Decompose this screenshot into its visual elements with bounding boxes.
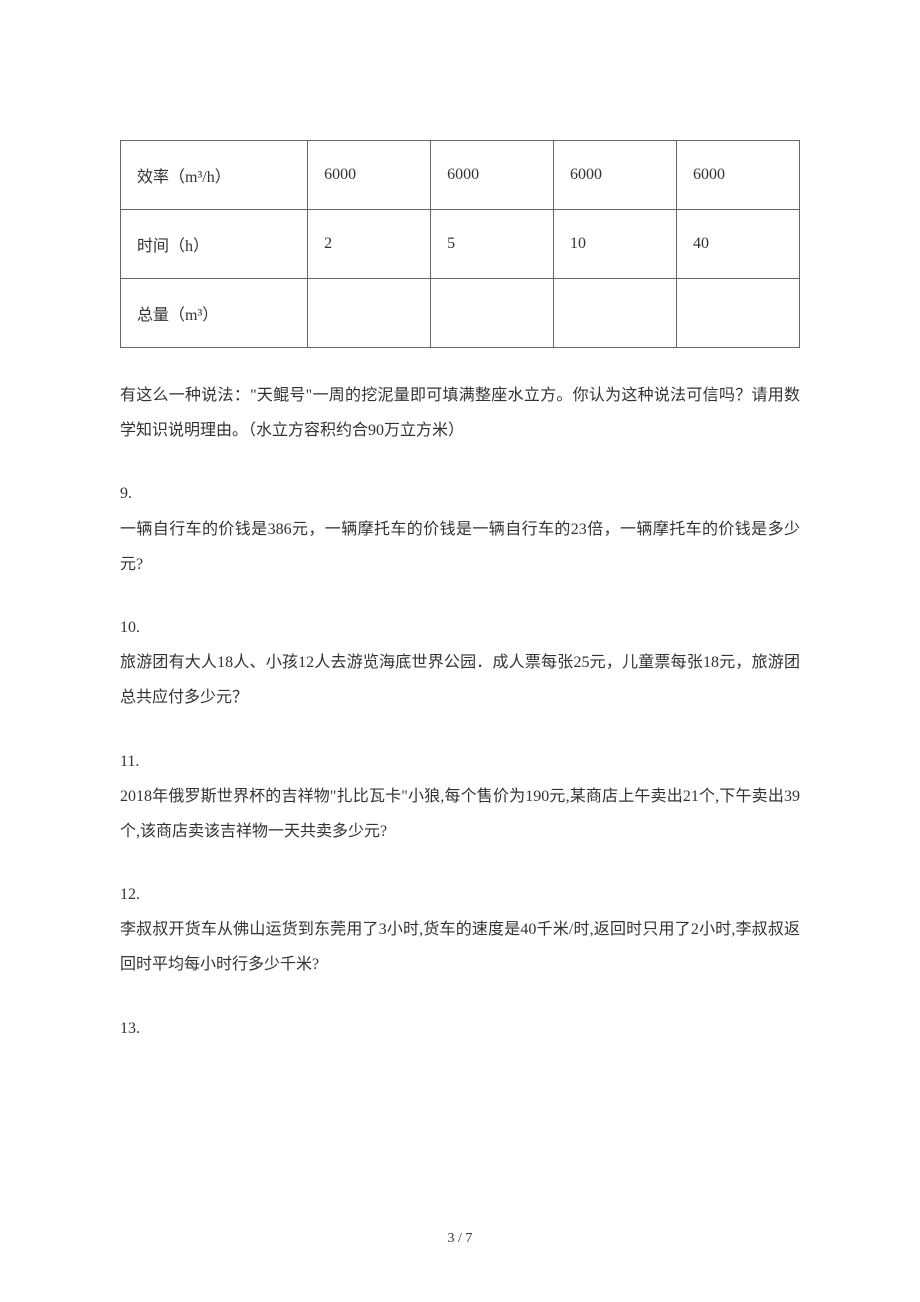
question-block: 11. 2018年俄罗斯世界杯的吉祥物"扎比瓦卡"小狼,每个售价为190元,某商…	[120, 744, 800, 850]
table-cell-label: 总量（m³）	[121, 279, 308, 348]
table-cell: 40	[676, 210, 799, 279]
table-cell-label: 效率（m³/h）	[121, 141, 308, 210]
page-footer: 3 / 7	[0, 1231, 920, 1247]
table-cell: 2	[308, 210, 431, 279]
table-cell: 6000	[308, 141, 431, 210]
question-text: 2018年俄罗斯世界杯的吉祥物"扎比瓦卡"小狼,每个售价为190元,某商店上午卖…	[120, 779, 800, 849]
data-table: 效率（m³/h） 6000 6000 6000 6000 时间（h） 2 5 1…	[120, 140, 800, 348]
question-text: 李叔叔开货车从佛山运货到东莞用了3小时,货车的速度是40千米/时,返回时只用了2…	[120, 912, 800, 982]
table-cell: 6000	[676, 141, 799, 210]
question-block: 9. 一辆自行车的价钱是386元，一辆摩托车的价钱是一辆自行车的23倍，一辆摩托…	[120, 476, 800, 582]
question-number: 10.	[120, 610, 800, 645]
table-row: 效率（m³/h） 6000 6000 6000 6000	[121, 141, 800, 210]
table-cell	[308, 279, 431, 348]
question-number: 12.	[120, 877, 800, 912]
question-text: 旅游团有大人18人、小孩12人去游览海底世界公园．成人票每张25元，儿童票每张1…	[120, 645, 800, 715]
table-cell	[554, 279, 677, 348]
table-row: 总量（m³）	[121, 279, 800, 348]
table-cell: 10	[554, 210, 677, 279]
question-block: 10. 旅游团有大人18人、小孩12人去游览海底世界公园．成人票每张25元，儿童…	[120, 610, 800, 716]
question-number: 13.	[120, 1011, 800, 1046]
paragraph-text: 有这么一种说法："天鲲号"一周的挖泥量即可填满整座水立方。你认为这种说法可信吗？…	[120, 378, 800, 448]
question-number: 9.	[120, 476, 800, 511]
table-cell	[431, 279, 554, 348]
question-block: 13.	[120, 1011, 800, 1046]
document-content: 效率（m³/h） 6000 6000 6000 6000 时间（h） 2 5 1…	[120, 140, 800, 1046]
question-number: 11.	[120, 744, 800, 779]
question-text: 一辆自行车的价钱是386元，一辆摩托车的价钱是一辆自行车的23倍，一辆摩托车的价…	[120, 512, 800, 582]
table-row: 时间（h） 2 5 10 40	[121, 210, 800, 279]
table-cell: 5	[431, 210, 554, 279]
table-cell	[676, 279, 799, 348]
question-block: 12. 李叔叔开货车从佛山运货到东莞用了3小时,货车的速度是40千米/时,返回时…	[120, 877, 800, 983]
table-cell: 6000	[554, 141, 677, 210]
table-cell: 6000	[431, 141, 554, 210]
table-cell-label: 时间（h）	[121, 210, 308, 279]
